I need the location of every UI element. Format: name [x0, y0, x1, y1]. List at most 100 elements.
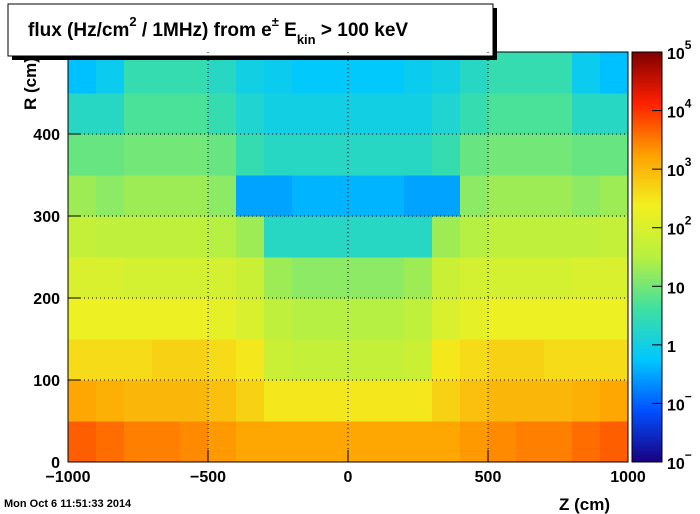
heat-cell — [124, 380, 153, 422]
z-tick-label: 1 — [667, 339, 676, 356]
heat-cell — [208, 257, 237, 299]
color-bar — [631, 51, 663, 463]
heat-cell — [152, 298, 181, 340]
heat-cell — [124, 134, 153, 176]
heat-cell — [376, 339, 405, 381]
heat-cell — [488, 339, 517, 381]
heat-cell — [292, 175, 321, 217]
heat-cell — [152, 421, 181, 463]
heat-cell — [348, 134, 377, 176]
heat-cell — [320, 380, 349, 422]
title-part: E — [279, 20, 297, 41]
heat-cell — [488, 175, 517, 217]
z-tick-label: 10 — [667, 280, 685, 297]
heat-cell — [180, 216, 209, 258]
heat-cell — [432, 93, 461, 135]
heat-cell — [208, 216, 237, 258]
heat-cell — [292, 216, 321, 258]
heat-cell — [68, 216, 97, 258]
x-tick-label: 0 — [344, 469, 353, 486]
footer-date: Mon Oct 6 11:51:33 2014 — [4, 498, 132, 510]
heat-cell — [432, 339, 461, 381]
heat-cell — [124, 216, 153, 258]
heat-cell — [572, 216, 601, 258]
heat-cell — [516, 175, 545, 217]
title-part: / 1MHz) from — [137, 20, 262, 41]
heat-cell — [572, 93, 601, 135]
heat-cell — [600, 93, 629, 135]
z-tick-label: 10− — [667, 389, 692, 414]
heat-cell — [348, 421, 377, 463]
heat-cell — [152, 257, 181, 299]
z-tick-exp: 2 — [685, 214, 692, 228]
heat-cell — [96, 257, 125, 299]
heat-cell — [96, 380, 125, 422]
heat-cell — [152, 339, 181, 381]
heat-cell — [348, 175, 377, 217]
heat-cell — [152, 134, 181, 176]
heat-cell — [572, 339, 601, 381]
heat-cell — [264, 93, 293, 135]
z-tick-exp: − — [685, 448, 692, 462]
heat-cell — [544, 339, 573, 381]
heat-cell — [180, 93, 209, 135]
heat-cell — [208, 339, 237, 381]
heat-cell — [376, 175, 405, 217]
x-tick-label: −1000 — [46, 469, 91, 486]
heat-cell — [516, 134, 545, 176]
z-tick-base: 10 — [667, 456, 685, 473]
heat-cell — [544, 175, 573, 217]
x-tick-label: 500 — [475, 469, 502, 486]
heat-cell — [348, 298, 377, 340]
heat-cell — [600, 298, 629, 340]
heat-cell — [320, 257, 349, 299]
heat-cell — [124, 339, 153, 381]
heat-cell — [292, 421, 321, 463]
heatmap — [68, 52, 629, 463]
heat-cell — [236, 134, 265, 176]
heat-cell — [348, 257, 377, 299]
heat-cell — [236, 380, 265, 422]
heat-cell — [572, 257, 601, 299]
heat-cell — [404, 93, 433, 135]
heat-cell — [236, 298, 265, 340]
heat-cell — [488, 216, 517, 258]
y-tick-label: 300 — [33, 209, 60, 226]
heat-cell — [124, 93, 153, 135]
heat-cell — [180, 134, 209, 176]
heat-cell — [488, 298, 517, 340]
z-tick-base: 10 — [667, 222, 685, 239]
heat-cell — [404, 421, 433, 463]
heat-cell — [292, 380, 321, 422]
heat-cell — [376, 93, 405, 135]
z-tick-label: 105 — [667, 38, 692, 63]
heat-cell — [68, 93, 97, 135]
heat-cell — [544, 257, 573, 299]
heat-cell — [488, 93, 517, 135]
heat-cell — [152, 216, 181, 258]
z-tick-base: 10 — [667, 163, 685, 180]
heat-cell — [600, 380, 629, 422]
heat-cell — [236, 93, 265, 135]
title-part: flux (Hz/cm — [28, 20, 129, 41]
heat-cell — [572, 134, 601, 176]
heat-cell — [208, 380, 237, 422]
heat-cell — [460, 175, 489, 217]
heat-cell — [180, 380, 209, 422]
heat-cell — [572, 380, 601, 422]
heat-cell — [124, 175, 153, 217]
heat-cell — [96, 216, 125, 258]
heat-cell — [432, 421, 461, 463]
heat-cell — [488, 134, 517, 176]
heat-cell — [152, 380, 181, 422]
heat-cell — [264, 298, 293, 340]
y-tick-label: 100 — [33, 373, 60, 390]
heat-cell — [572, 175, 601, 217]
z-tick-label: 103 — [667, 155, 692, 180]
heat-cell — [600, 421, 629, 463]
heat-cell — [404, 339, 433, 381]
y-tick-label: 400 — [33, 127, 60, 144]
heat-cell — [432, 216, 461, 258]
heat-cell — [180, 421, 209, 463]
